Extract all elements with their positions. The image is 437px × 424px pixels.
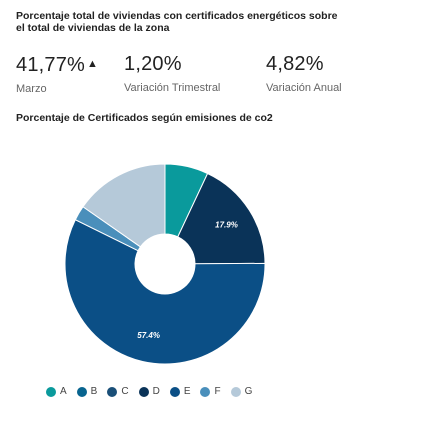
legend-swatch-icon [107, 386, 118, 397]
legend-item-e[interactable]: E [169, 386, 191, 397]
legend-swatch-icon [138, 386, 149, 397]
legend-label: G [244, 386, 253, 397]
legend-item-c[interactable]: C [107, 386, 129, 397]
kpi-quarterly-label: Variación Trimestral [124, 82, 221, 94]
kpi-quarterly-value: 1,20% [124, 53, 182, 75]
legend-label: F [214, 386, 221, 397]
legend-swatch-icon [200, 386, 211, 397]
legend-swatch-icon [76, 386, 87, 397]
kpi-current-value: 41,77% [16, 54, 86, 76]
trend-up-icon: ▲ [87, 58, 99, 70]
pie-slice-e[interactable] [64, 219, 266, 365]
legend-label: A [60, 386, 67, 397]
kpi-annual: 4,82% Variación Anual [266, 52, 342, 95]
legend-item-f[interactable]: F [200, 386, 221, 397]
data-label-e: 57.4% [137, 331, 160, 340]
legend-item-d[interactable]: D [138, 386, 160, 397]
page-title: Porcentaje total de viviendas con certif… [16, 10, 338, 34]
kpi-current-label: Marzo [16, 83, 47, 95]
legend-swatch-icon [46, 386, 56, 397]
chart-legend: A B C D E F G [46, 386, 262, 397]
legend-item-b[interactable]: B [76, 386, 98, 397]
legend-swatch-icon [169, 386, 180, 397]
legend-item-g[interactable]: G [230, 386, 253, 397]
pie-slice-d[interactable] [177, 172, 266, 265]
data-label-d: 17.9% [215, 221, 238, 230]
kpi-annual-value: 4,82% [266, 53, 324, 75]
kpi-current: 41,77% ▲ Marzo [16, 52, 98, 96]
kpi-quarterly: 1,20% Variación Trimestral [124, 52, 220, 95]
kpi-annual-label: Variación Anual [266, 82, 342, 94]
legend-label: D [152, 386, 160, 397]
chart-title: Porcentaje de Certificados según emision… [16, 112, 273, 124]
legend-label: E [183, 386, 191, 397]
legend-label: C [121, 386, 129, 397]
legend-label: B [90, 386, 98, 397]
legend-item-a[interactable]: A [46, 386, 67, 397]
legend-swatch-icon [230, 386, 241, 397]
pie-slice-g[interactable] [82, 163, 166, 248]
